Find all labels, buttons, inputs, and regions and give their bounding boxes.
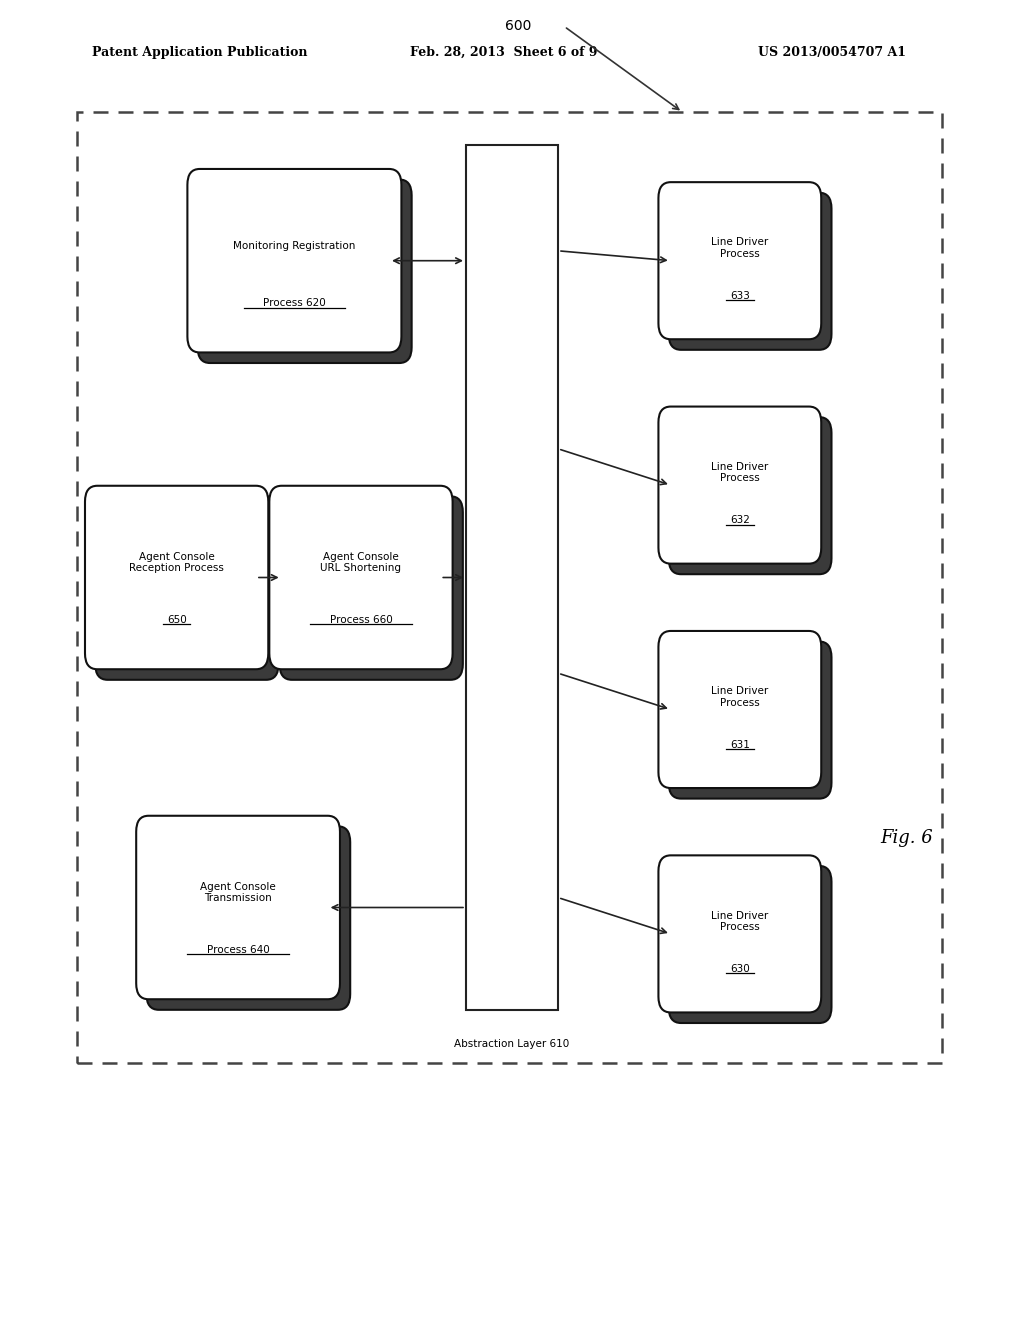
- Text: Agent Console
Reception Process: Agent Console Reception Process: [129, 552, 224, 573]
- Text: Line Driver
Process: Line Driver Process: [712, 911, 768, 932]
- Text: Monitoring Registration: Monitoring Registration: [233, 240, 355, 251]
- FancyBboxPatch shape: [136, 816, 340, 999]
- Text: Process 660: Process 660: [330, 615, 392, 624]
- FancyBboxPatch shape: [198, 180, 412, 363]
- Text: Line Driver
Process: Line Driver Process: [712, 686, 768, 708]
- FancyBboxPatch shape: [669, 417, 831, 574]
- Text: 632: 632: [730, 515, 750, 525]
- Text: 633: 633: [730, 290, 750, 301]
- FancyBboxPatch shape: [85, 486, 268, 669]
- Text: Agent Console
URL Shortening: Agent Console URL Shortening: [321, 552, 401, 573]
- Text: Agent Console
Transmission: Agent Console Transmission: [201, 882, 275, 903]
- Text: 600: 600: [505, 18, 531, 33]
- Text: Line Driver
Process: Line Driver Process: [712, 462, 768, 483]
- Text: Fig. 6: Fig. 6: [880, 829, 933, 847]
- FancyBboxPatch shape: [187, 169, 401, 352]
- Text: Feb. 28, 2013  Sheet 6 of 9: Feb. 28, 2013 Sheet 6 of 9: [410, 46, 597, 59]
- Bar: [77, 112, 942, 1063]
- FancyBboxPatch shape: [658, 855, 821, 1012]
- Text: Patent Application Publication: Patent Application Publication: [92, 46, 307, 59]
- FancyBboxPatch shape: [669, 866, 831, 1023]
- Bar: [466, 145, 558, 1010]
- Text: US 2013/0054707 A1: US 2013/0054707 A1: [758, 46, 906, 59]
- Text: Process 640: Process 640: [207, 945, 269, 954]
- FancyBboxPatch shape: [269, 486, 453, 669]
- Text: Line Driver
Process: Line Driver Process: [712, 238, 768, 259]
- FancyBboxPatch shape: [669, 642, 831, 799]
- FancyBboxPatch shape: [95, 496, 279, 680]
- Text: Abstraction Layer 610: Abstraction Layer 610: [455, 1039, 569, 1049]
- FancyBboxPatch shape: [669, 193, 831, 350]
- Text: 650: 650: [167, 615, 186, 624]
- FancyBboxPatch shape: [146, 826, 350, 1010]
- FancyBboxPatch shape: [658, 182, 821, 339]
- Text: 630: 630: [730, 964, 750, 974]
- Text: 631: 631: [730, 739, 750, 750]
- FancyBboxPatch shape: [658, 407, 821, 564]
- FancyBboxPatch shape: [658, 631, 821, 788]
- Text: Process 620: Process 620: [263, 298, 326, 308]
- FancyBboxPatch shape: [280, 496, 463, 680]
